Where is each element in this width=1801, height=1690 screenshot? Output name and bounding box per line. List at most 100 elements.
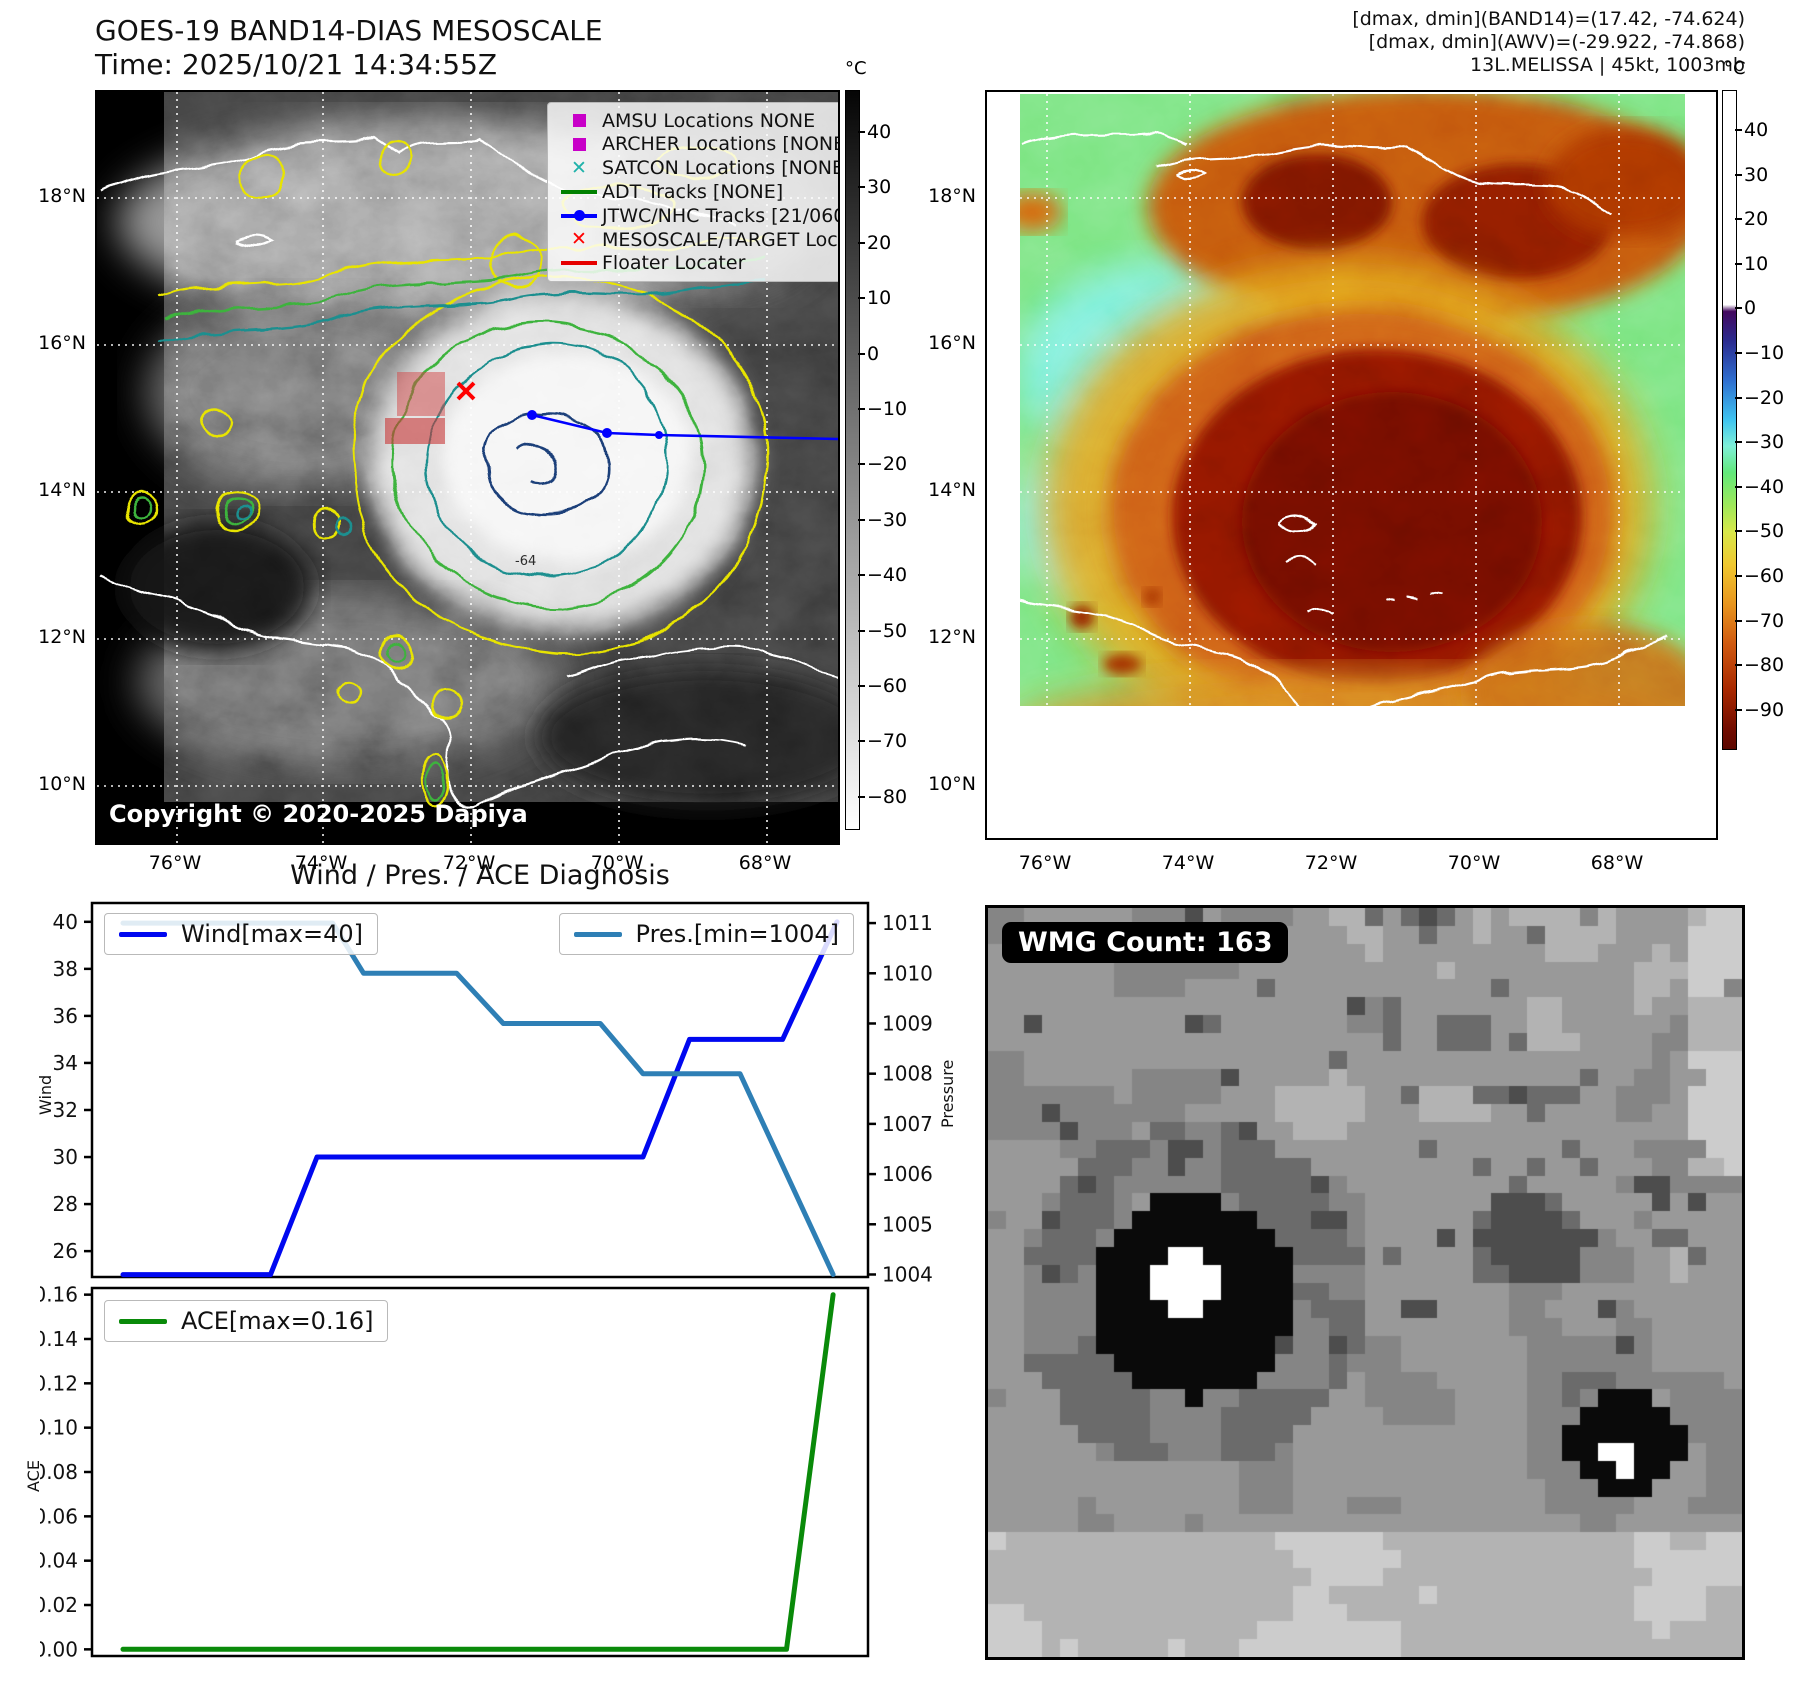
svg-text:26: 26 xyxy=(53,1239,78,1263)
awv-header-line2: [dmax, dmin](AWV)=(-29.922, -74.868) xyxy=(1368,31,1745,53)
awv-colorbar-tick-mark xyxy=(1735,708,1742,711)
band14-colorbar-tick-mark xyxy=(858,241,865,244)
band14-time: Time: 2025/10/21 14:34:55Z xyxy=(95,48,498,81)
legend-row: JTWC/NHC Tracks [21/0600Z] xyxy=(556,204,838,227)
band14-colorbar-tick-label: 20 xyxy=(867,231,892,254)
pressure-axis-label: Pressure xyxy=(938,1059,957,1128)
band14-colorbar-tick-mark xyxy=(858,574,865,577)
svg-text:0.14: 0.14 xyxy=(40,1327,78,1351)
awv-colorbar-tick-mark xyxy=(1735,129,1742,131)
awv-header-line3: 13L.MELISSA | 45kt, 1003mb xyxy=(1470,54,1745,76)
ace-axis-label: ACE xyxy=(24,1460,43,1492)
awv-colorbar-tick-mark xyxy=(1735,530,1742,533)
band14-lat-tick: 12°N xyxy=(38,626,86,648)
wind-axis-label: Wind xyxy=(36,1074,55,1115)
legend-label: Floater Locater xyxy=(602,252,746,275)
band14-lon-tick: 70°W xyxy=(590,852,644,874)
awv-lat-tick: 12°N xyxy=(928,626,976,648)
band14-colorbar-tick-mark xyxy=(858,740,865,743)
awv-colorbar-tick-mark xyxy=(1735,485,1742,488)
target-x-marker xyxy=(456,381,476,401)
band14-colorbar-tick-label: −10 xyxy=(867,398,908,420)
band14-lat-tick: 10°N xyxy=(38,773,86,795)
band14-colorbar-tick-label: −20 xyxy=(867,453,908,476)
square-icon xyxy=(556,114,602,127)
wmg-count-badge: WMG Count: 163 xyxy=(1002,922,1289,963)
awv-colorbar-tick-mark xyxy=(1735,664,1742,667)
x-icon: ✕ xyxy=(571,156,587,179)
legend-row: ADT Tracks [NONE] xyxy=(556,180,838,203)
awv-colorbar-tick-label: −20 xyxy=(1744,386,1785,409)
svg-text:1008: 1008 xyxy=(882,1062,933,1086)
svg-text:30: 30 xyxy=(53,1145,78,1169)
legend-label: MESOSCALE/TARGET Location xyxy=(602,228,838,251)
ace-legend: ACE[max=0.16] xyxy=(104,1300,389,1342)
svg-text:0.10: 0.10 xyxy=(40,1416,78,1440)
awv-colorbar-tick-mark xyxy=(1735,441,1742,444)
coastlines xyxy=(1020,130,1668,706)
awv-colorbar-tick-label: 10 xyxy=(1744,252,1769,275)
svg-text:1009: 1009 xyxy=(882,1011,933,1035)
band14-lat-tick: 14°N xyxy=(38,479,86,501)
awv-colorbar-tick-mark xyxy=(1735,575,1742,577)
svg-text:0.08: 0.08 xyxy=(40,1460,78,1484)
svg-text:32: 32 xyxy=(53,1098,78,1122)
band14-colorbar xyxy=(845,90,860,830)
legend-row: AMSU Locations NONE xyxy=(556,109,838,132)
ace-legend-label: ACE[max=0.16] xyxy=(181,1307,374,1335)
line-icon xyxy=(556,189,602,194)
wind-pressure-chart: 26 28 30 32 34 36 38 40 1004 1005 1006 1007 1008 1009… xyxy=(53,901,933,1286)
awv-colorbar-tick-label: −90 xyxy=(1744,698,1785,721)
band14-colorbar-tick-label: 40 xyxy=(867,121,892,143)
awv-lat-tick: 16°N xyxy=(928,332,976,354)
legend-label: ARCHER Locations [NONE] xyxy=(602,133,840,156)
band14-colorbar-tick-label: 30 xyxy=(867,176,892,199)
awv-lat-tick: 14°N xyxy=(928,479,976,501)
band14-colorbar-tick-mark xyxy=(858,131,865,133)
band14-lat-tick: 16°N xyxy=(38,332,86,354)
awv-colorbar-tick-label: 20 xyxy=(1744,208,1769,231)
legend-row: ✕ MESOSCALE/TARGET Location xyxy=(556,228,838,251)
band14-legend: AMSU Locations NONE ARCHER Locations [NON… xyxy=(547,102,840,282)
svg-text:0.04: 0.04 xyxy=(40,1549,78,1573)
band14-colorbar-tick-label: −40 xyxy=(867,564,908,587)
awv-lon-tick: 68°W xyxy=(1590,852,1644,874)
svg-text:1005: 1005 xyxy=(882,1212,933,1236)
awv-lon-tick: 76°W xyxy=(1018,852,1072,874)
temperature-contours xyxy=(124,139,769,808)
band14-title-block: GOES-19 BAND14-DIAS MESOSCALE Time: 2025… xyxy=(95,14,603,82)
wind-legend-label: Wind[max=40] xyxy=(181,920,363,948)
band14-lon-tick: 76°W xyxy=(148,852,202,874)
band14-colorbar-tick-mark xyxy=(858,518,865,521)
copyright: Copyright © 2020-2025 Dapiya xyxy=(109,800,528,828)
awv-colorbar-tick-label: 40 xyxy=(1744,119,1769,141)
awv-header-line1: [dmax, dmin](BAND14)=(17.42, -74.624) xyxy=(1352,8,1745,30)
awv-lat-tick: 18°N xyxy=(928,185,976,207)
line-icon xyxy=(556,261,602,266)
awv-lon-tick: 74°W xyxy=(1161,852,1215,874)
band14-title: GOES-19 BAND14-DIAS MESOSCALE xyxy=(95,14,603,47)
band14-satellite-map: -64 AMSU Locations NONE ARCHER Locations … xyxy=(95,90,840,845)
legend-label: SATCON Locations [NONE] xyxy=(602,157,840,180)
band14-colorbar-tick-mark xyxy=(858,408,865,410)
awv-colorbar-tick-mark xyxy=(1735,218,1742,221)
pressure-legend-swatch xyxy=(573,931,622,937)
legend-label: JTWC/NHC Tracks [21/0600Z] xyxy=(602,204,838,227)
awv-colorbar-tick-mark xyxy=(1735,352,1742,354)
legend-row: ARCHER Locations [NONE] xyxy=(556,133,840,156)
square-icon xyxy=(556,137,602,151)
awv-colorbar-tick-label: −80 xyxy=(1744,654,1785,677)
band14-colorbar-tick-label: −70 xyxy=(867,730,908,753)
legend-label: ADT Tracks [NONE] xyxy=(602,180,784,203)
line-dot-icon xyxy=(556,210,602,222)
svg-text:1006: 1006 xyxy=(882,1162,933,1186)
awv-colorbar-tick-label: −60 xyxy=(1744,565,1785,587)
ace-chart: 0.00 0.02 0.04 0.06 0.08 0.10 0.12 0.14 0.16 xyxy=(40,1283,870,1661)
legend-row: ✕ SATCON Locations [NONE] xyxy=(556,156,840,180)
band14-colorbar-tick-label: −80 xyxy=(867,785,908,808)
wmg-mosaic-image xyxy=(988,908,1742,1657)
band14-colorbar-tick-label: −60 xyxy=(867,675,908,697)
band14-lat-tick: 18°N xyxy=(38,185,86,207)
jtwc-track xyxy=(527,410,838,441)
